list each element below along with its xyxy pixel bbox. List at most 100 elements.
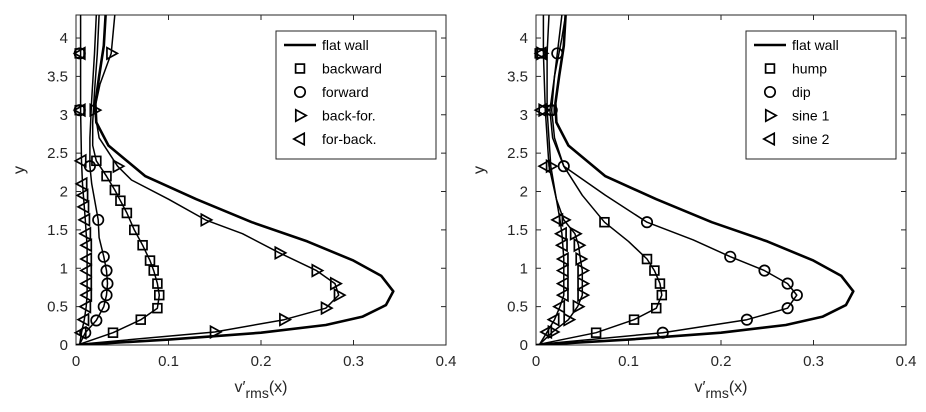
data-point-tri-right xyxy=(572,299,586,314)
data-point-tri-left xyxy=(555,287,569,303)
data-point-tri-left xyxy=(77,212,91,228)
data-point-circle xyxy=(90,314,103,327)
data-point-square xyxy=(654,278,666,289)
x-tick-label: 0.4 xyxy=(896,353,917,370)
x-tick-label: 0.3 xyxy=(803,353,824,370)
data-point-square xyxy=(101,170,112,182)
data-point-tri-left xyxy=(75,188,89,203)
x-tick-label: 0 xyxy=(72,353,80,370)
legend-marker-circle xyxy=(763,85,777,99)
y-tick-label: 2 xyxy=(520,184,528,201)
data-point-tri-right xyxy=(279,312,293,327)
data-point-circle xyxy=(100,289,113,302)
data-point-circle xyxy=(92,213,105,226)
data-point-square xyxy=(137,239,148,251)
legend-label: forward xyxy=(322,84,369,100)
data-point-tri-left xyxy=(533,46,547,61)
marker-layer xyxy=(72,46,347,340)
chart-panel-2: 0 0.1 0.2 0.3 0.4 0 0.5 1 1.5 2 2.5 3 3.5 4 v′rms(x) y f… xyxy=(471,14,917,401)
data-point-square xyxy=(121,207,133,219)
data-point-tri-left xyxy=(79,276,93,291)
x-tick-label: 0 xyxy=(532,353,540,370)
data-point-square xyxy=(144,255,156,266)
legend: flat wall hump dip sine 1 sine 2 xyxy=(745,30,897,160)
y-tick-label: 1 xyxy=(520,260,528,277)
data-point-tri-right xyxy=(577,287,591,303)
data-point-tri-right xyxy=(311,263,325,278)
legend-label: sine 1 xyxy=(792,108,830,124)
data-point-square xyxy=(129,224,140,236)
data-point-tri-right xyxy=(563,312,577,327)
legend-marker-tri-left xyxy=(762,131,776,147)
data-point-square xyxy=(115,195,126,206)
series-line-sine-2 xyxy=(539,15,565,345)
y-tick-label: 3 xyxy=(60,107,68,124)
data-layer xyxy=(76,15,395,345)
data-point-circle xyxy=(100,264,113,277)
data-point-tri-right xyxy=(329,276,343,291)
y-tick-label: 0 xyxy=(60,337,68,354)
series-line-flat-wall xyxy=(536,15,855,345)
legend-box xyxy=(275,30,437,160)
x-tick-label: 0.3 xyxy=(343,353,364,370)
marker-layer xyxy=(533,46,803,340)
y-tick-label: 4 xyxy=(520,30,528,47)
data-point-square xyxy=(649,265,660,276)
x-axis-label: v′rms(x) xyxy=(235,379,288,401)
data-point-circle xyxy=(97,300,110,313)
data-point-square xyxy=(590,327,602,338)
y-axis-label: y xyxy=(471,166,488,174)
data-point-tri-right xyxy=(89,103,103,118)
data-point-tri-right xyxy=(558,212,572,228)
y-tick-label: 3.5 xyxy=(507,68,528,85)
data-point-tri-left xyxy=(546,312,560,327)
data-point-circle xyxy=(97,250,110,263)
y-tick-label: 0.5 xyxy=(507,299,528,316)
data-point-circle xyxy=(656,326,669,339)
data-point-tri-left xyxy=(533,103,547,118)
data-point-square xyxy=(641,253,653,265)
chart-panel-1: 0 0.1 0.2 0.3 0.4 0 0.5 1 1.5 2 2.5 3 3.5 4 v′rms(x) y f… xyxy=(11,14,456,401)
data-point-tri-left xyxy=(79,251,93,267)
data-point-circle xyxy=(551,47,564,60)
data-point-square xyxy=(154,289,165,301)
data-point-square xyxy=(650,302,662,314)
x-tick-label: 0.1 xyxy=(158,353,179,370)
series-line-hump xyxy=(539,15,663,345)
legend-label: backward xyxy=(322,61,382,77)
series-line-backward xyxy=(79,15,161,345)
data-point-tri-right xyxy=(106,46,120,61)
data-point-square xyxy=(135,314,147,325)
data-point-square xyxy=(152,278,163,289)
data-point-square xyxy=(628,314,640,325)
data-point-circle xyxy=(781,277,794,290)
data-point-square xyxy=(109,184,121,196)
data-point-tri-right xyxy=(200,212,214,228)
legend-label: flat wall xyxy=(322,37,369,53)
data-point-tri-left xyxy=(78,226,92,241)
data-point-tri-left xyxy=(74,176,88,191)
x-axis-label: v′rms(x) xyxy=(695,379,748,401)
data-point-tri-left xyxy=(555,276,569,291)
data-point-tri-right xyxy=(575,251,589,267)
data-point-tri-left xyxy=(79,238,93,253)
data-point-tri-right xyxy=(274,245,288,261)
data-point-square xyxy=(152,302,163,314)
data-point-tri-left xyxy=(555,263,569,278)
y-tick-label: 2.5 xyxy=(47,145,68,162)
legend-label: sine 2 xyxy=(792,131,830,147)
legend-box xyxy=(745,30,897,160)
series-line-dip xyxy=(539,15,798,345)
data-point-tri-left xyxy=(554,238,568,253)
y-tick-label: 1.5 xyxy=(507,222,528,239)
y-tick-label: 1 xyxy=(60,260,68,277)
y-tick-label: 2 xyxy=(60,184,68,201)
y-tick-label: 1.5 xyxy=(47,222,68,239)
y-tick-label: 0 xyxy=(520,337,528,354)
data-point-tri-left xyxy=(78,299,92,314)
data-point-tri-left xyxy=(76,199,90,214)
y-axis-label: y xyxy=(11,166,28,174)
data-point-tri-left xyxy=(555,251,569,267)
data-point-tri-left xyxy=(552,299,566,314)
data-point-tri-right xyxy=(569,226,583,241)
